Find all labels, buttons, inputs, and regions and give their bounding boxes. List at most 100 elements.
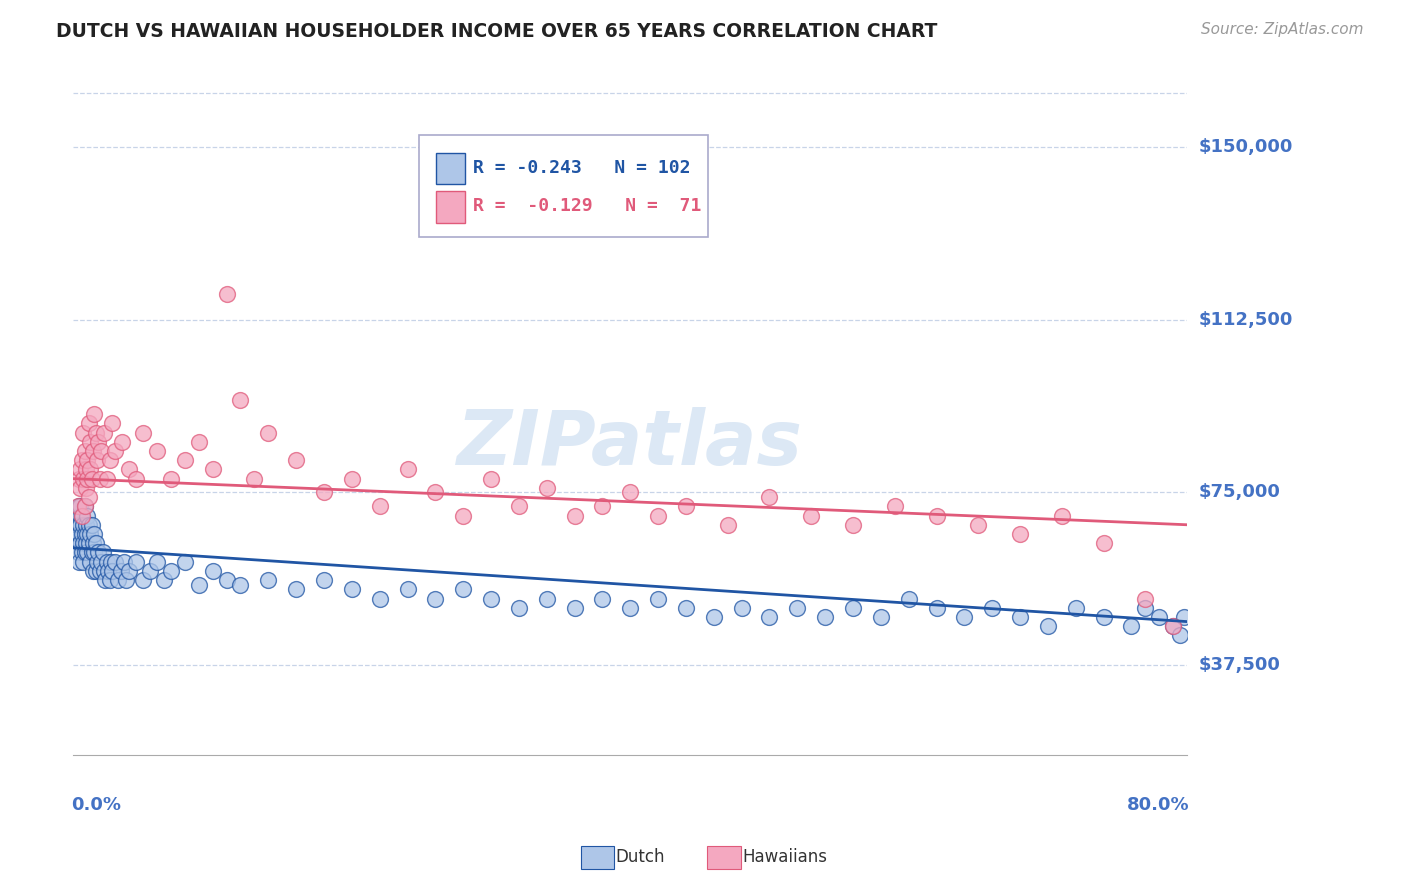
Point: [76, 472, 98, 486]
Point: [72, 555, 94, 569]
Point: [1064, 600, 1087, 615]
Point: [67, 472, 90, 486]
Point: [1036, 619, 1059, 633]
Point: [953, 610, 976, 624]
Point: [96, 472, 118, 486]
Point: [94, 573, 117, 587]
Point: [125, 472, 148, 486]
Point: [396, 462, 419, 476]
Point: [70, 545, 93, 559]
Point: [869, 610, 891, 624]
Point: [703, 610, 725, 624]
Point: [73, 500, 96, 514]
Point: [77, 417, 100, 431]
Point: [75, 462, 97, 476]
Point: [75, 481, 97, 495]
Point: [98, 573, 121, 587]
Point: [675, 600, 697, 615]
Point: [564, 508, 586, 523]
Point: [79, 434, 101, 449]
Point: [73, 500, 96, 514]
Point: [132, 573, 155, 587]
Point: [146, 555, 169, 569]
Point: [675, 500, 697, 514]
Point: [83, 407, 105, 421]
Point: [451, 582, 474, 597]
Point: [1050, 508, 1073, 523]
Point: [70, 508, 93, 523]
Point: [107, 573, 129, 587]
Point: [312, 573, 335, 587]
Point: [160, 564, 183, 578]
Point: [84, 564, 107, 578]
Text: R =  -0.129   N =  71: R = -0.129 N = 71: [474, 197, 702, 215]
Point: [80, 545, 103, 559]
Point: [70, 508, 93, 523]
Point: [67, 500, 90, 514]
FancyBboxPatch shape: [436, 191, 465, 222]
Point: [187, 434, 209, 449]
Point: [77, 517, 100, 532]
Point: [86, 555, 108, 569]
FancyBboxPatch shape: [436, 153, 465, 184]
Point: [66, 517, 89, 532]
Point: [146, 444, 169, 458]
Point: [93, 425, 115, 440]
Point: [215, 573, 238, 587]
Point: [69, 508, 91, 523]
Point: [479, 591, 502, 606]
Point: [132, 425, 155, 440]
Point: [425, 591, 447, 606]
Point: [229, 578, 252, 592]
Point: [925, 600, 948, 615]
Point: [1092, 536, 1115, 550]
Point: [83, 527, 105, 541]
Point: [80, 472, 103, 486]
Point: [229, 393, 252, 408]
Point: [187, 578, 209, 592]
Point: [153, 573, 176, 587]
Point: [257, 573, 280, 587]
Point: [243, 472, 266, 486]
Point: [925, 508, 948, 523]
Point: [69, 517, 91, 532]
Point: [86, 453, 108, 467]
Point: [72, 425, 94, 440]
Point: [786, 600, 808, 615]
Point: [1173, 610, 1195, 624]
Point: [758, 610, 780, 624]
Point: [98, 453, 121, 467]
Point: [93, 564, 115, 578]
Point: [451, 508, 474, 523]
Point: [87, 434, 110, 449]
Point: [104, 555, 127, 569]
Point: [77, 536, 100, 550]
Point: [70, 453, 93, 467]
Point: [1161, 619, 1184, 633]
Point: [69, 536, 91, 550]
Point: [368, 500, 391, 514]
Text: Hawaiians: Hawaiians: [742, 848, 827, 866]
Point: [79, 527, 101, 541]
Point: [82, 564, 104, 578]
Point: [730, 600, 752, 615]
Text: $37,500: $37,500: [1198, 657, 1279, 674]
Point: [80, 517, 103, 532]
Point: [340, 582, 363, 597]
Point: [118, 462, 141, 476]
Point: [75, 536, 97, 550]
Point: [72, 517, 94, 532]
Point: [84, 425, 107, 440]
Point: [1161, 619, 1184, 633]
Point: [77, 490, 100, 504]
Text: 0.0%: 0.0%: [72, 796, 121, 814]
Point: [125, 555, 148, 569]
Point: [100, 555, 122, 569]
Text: R = -0.243   N = 102: R = -0.243 N = 102: [474, 159, 690, 177]
Point: [90, 444, 112, 458]
Point: [69, 481, 91, 495]
Text: $75,000: $75,000: [1198, 483, 1279, 501]
Point: [312, 485, 335, 500]
Point: [647, 591, 669, 606]
Point: [536, 481, 558, 495]
